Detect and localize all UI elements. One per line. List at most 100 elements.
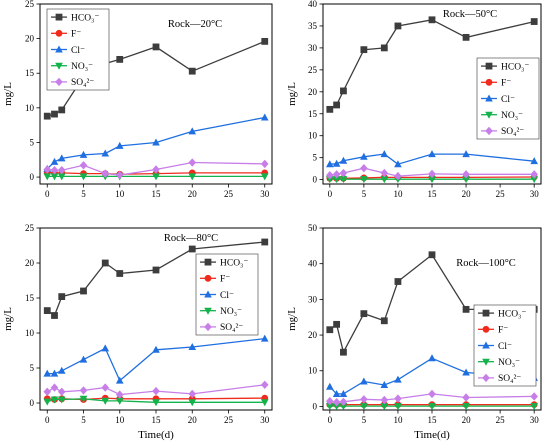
data-point-series-1: [116, 270, 124, 277]
y-tick-label: 40: [308, 259, 318, 269]
data-point-series-5: [326, 171, 334, 180]
x-tick-label: 15: [428, 415, 438, 425]
data-point-series-3: [530, 157, 538, 165]
data-point-series-5: [115, 170, 124, 180]
data-point-series-1: [428, 251, 436, 259]
x-tick-label: 30: [260, 415, 270, 425]
data-point-series-4: [260, 173, 269, 181]
data-point-series-5: [332, 397, 341, 407]
x-tick-label: 10: [115, 415, 125, 425]
data-point-series-1: [58, 106, 66, 114]
panel-2: 0 5 10 15 20 25 30 0 5 10 15 20 25 30 35 40 mg/L Rock—50°…: [286, 0, 542, 199]
legend-entry: HCO₃⁻: [498, 309, 526, 319]
y-tick-label: 15: [25, 293, 35, 303]
legend-entry: NO₃⁻: [501, 111, 523, 121]
legend-marker: [55, 62, 63, 70]
panel-title: Rock—50°C: [443, 9, 497, 20]
data-point-series-3: [57, 154, 66, 162]
legend: HCO₃⁻ F⁻ Cl⁻ NO₃⁻ SO₄²⁻: [473, 304, 537, 387]
legend-entry: HCO₃⁻: [71, 13, 99, 23]
data-point-series-4: [79, 395, 88, 403]
data-point-series-4: [57, 396, 66, 404]
panel-title: Rock—20°C: [168, 19, 222, 30]
data-point-series-5: [57, 387, 66, 396]
data-point-series-4: [462, 403, 470, 411]
y-tick-label: 0: [313, 401, 318, 411]
data-point-series-1: [462, 33, 470, 41]
data-point-series-1: [380, 317, 388, 325]
data-point-series-3: [152, 138, 160, 146]
y-tick-label: 20: [308, 330, 318, 340]
y-tick-label: 5: [313, 153, 318, 163]
data-point-series-5: [339, 168, 348, 178]
data-point-series-5: [260, 159, 269, 169]
data-point-series-5: [339, 397, 348, 406]
data-point-series-5: [188, 158, 197, 167]
legend-marker: [485, 94, 493, 102]
data-point-series-1: [462, 305, 470, 313]
data-point-series-3: [360, 377, 368, 385]
data-point-series-4: [394, 403, 402, 411]
legend-marker: [204, 274, 212, 282]
data-point-series-3: [394, 375, 402, 383]
data-point-series-4: [380, 403, 389, 411]
legend-entry: F⁻: [501, 79, 511, 89]
data-point-series-1: [428, 16, 436, 24]
data-point-series-1: [58, 293, 66, 300]
data-point-series-1: [394, 22, 402, 30]
data-point-series-1: [326, 105, 334, 113]
x-tick-label: 5: [362, 415, 367, 425]
x-tick-label: 5: [362, 189, 367, 199]
data-point-series-4: [360, 403, 368, 411]
y-tick-label: 40: [308, 0, 318, 9]
legend-marker: [485, 62, 493, 70]
data-point-series-4: [380, 176, 389, 184]
data-point-series-3: [428, 150, 436, 158]
y-tick-label: 5: [30, 137, 35, 147]
data-point-series-3: [188, 343, 197, 350]
x-tick-label: 15: [152, 415, 162, 425]
y-tick-label: 35: [308, 21, 318, 31]
data-point-series-5: [50, 383, 59, 392]
data-point-series-5: [380, 395, 389, 405]
legend-marker: [482, 325, 490, 333]
x-tick-label: 30: [530, 415, 540, 425]
data-point-series-1: [152, 266, 160, 274]
data-point-series-1: [360, 310, 368, 318]
x-tick-label: 0: [45, 189, 50, 199]
data-point-series-4: [530, 403, 538, 411]
y-tick-label: 0: [313, 175, 318, 185]
y-tick-label: 10: [308, 131, 318, 141]
legend-marker: [204, 322, 212, 332]
panel-4: 0 5 10 15 20 25 30 0 10 20 30 40 50 mg/L Time(d) Rock—1…: [286, 223, 542, 441]
panel-3: 0 5 10 15 20 25 30 0 5 10 15 20 25 mg/L Time(d) Rock—80…: [2, 223, 273, 441]
legend-marker: [482, 309, 490, 317]
x-tick-label: 10: [115, 189, 125, 199]
y-tick-label: 25: [25, 0, 35, 9]
legend-marker: [55, 45, 63, 53]
data-point-series-3: [101, 344, 110, 352]
data-point-series-3: [339, 389, 348, 397]
data-point-series-5: [462, 170, 470, 179]
data-point-series-3: [326, 382, 334, 390]
data-point-series-1: [116, 55, 124, 63]
y-tick-label: 0: [30, 172, 35, 182]
legend-entry: F⁻: [220, 275, 230, 285]
data-point-series-3: [101, 149, 110, 157]
data-point-series-1: [188, 245, 196, 253]
data-point-series-3: [360, 152, 368, 160]
data-point-series-4: [79, 173, 88, 181]
data-point-series-1: [152, 43, 160, 51]
data-point-series-4: [152, 399, 160, 407]
y-axis-title: mg/L: [286, 82, 298, 106]
data-point-series-1: [80, 287, 87, 295]
legend-marker: [482, 373, 490, 383]
data-point-series-4: [152, 173, 160, 181]
data-point-series-5: [101, 383, 110, 392]
data-point-series-5: [43, 387, 52, 396]
legend-marker: [55, 77, 63, 87]
data-point-series-1: [51, 312, 58, 319]
data-point-series-5: [101, 169, 110, 178]
legend-marker: [482, 358, 490, 366]
data-point-series-3: [115, 376, 124, 384]
